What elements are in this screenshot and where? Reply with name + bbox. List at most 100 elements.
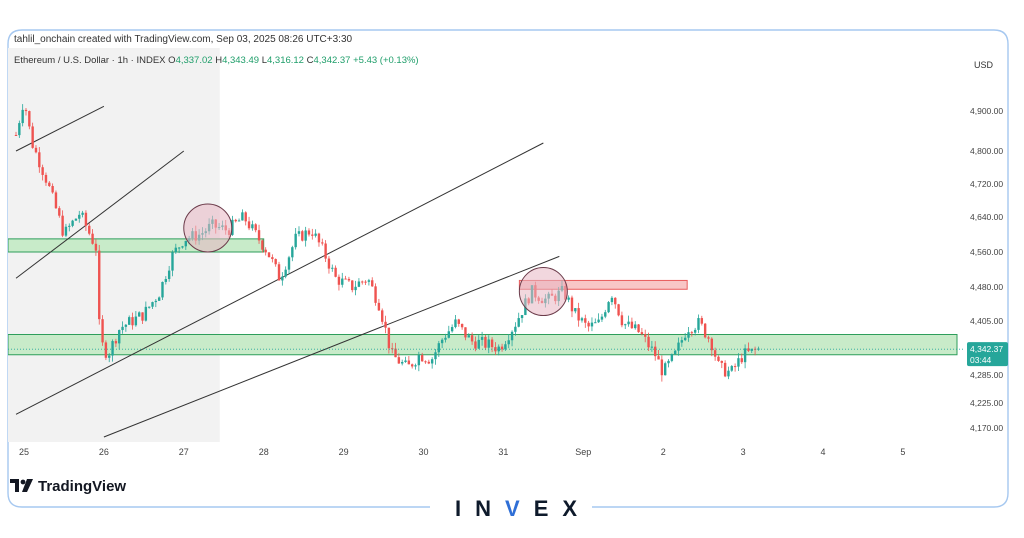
high-value: 4,343.49 <box>222 55 260 66</box>
candle-body <box>587 322 590 327</box>
time-axis[interactable]: 25 26 27 28 29 30 31 Sep 2 3 4 5 <box>19 447 905 457</box>
plot-area[interactable] <box>8 48 963 442</box>
candle-body <box>54 192 58 209</box>
candle-body <box>464 327 467 338</box>
candle-body <box>281 276 284 281</box>
candle-body <box>407 360 411 365</box>
y-tick-label: 4,225.00 <box>970 398 1003 408</box>
candle-body <box>747 348 750 351</box>
candle-body <box>108 355 111 358</box>
candle-body <box>121 326 124 331</box>
candle-body <box>634 324 637 329</box>
y-tick-label: 4,560.00 <box>970 247 1003 257</box>
candle-body <box>324 243 327 259</box>
candle-body <box>88 225 91 234</box>
candle-body <box>257 230 261 241</box>
y-tick-label: 4,720.00 <box>970 179 1003 189</box>
candle-body <box>434 352 437 360</box>
candle-body <box>74 218 78 221</box>
candle-body <box>287 257 291 270</box>
candle-body <box>277 264 281 281</box>
candle-body <box>317 233 321 243</box>
candle-body <box>51 185 54 193</box>
candle-body <box>740 358 743 363</box>
candle-body <box>291 247 294 258</box>
candle-body <box>713 350 717 357</box>
candle-body <box>394 348 397 358</box>
tradingview-logo[interactable]: TradingView <box>10 478 126 495</box>
highlight-circle-1 <box>183 203 233 253</box>
tradingview-logo-text: TradingView <box>38 478 127 495</box>
candle-body <box>430 359 434 364</box>
candle-body <box>610 297 614 303</box>
close-value: 4,342.37 <box>313 55 351 66</box>
candle-body <box>387 327 391 349</box>
candle-body <box>71 220 74 226</box>
candle-body <box>61 215 64 236</box>
candle-body <box>181 246 184 248</box>
candle-body <box>584 318 587 323</box>
x-tick-label: 5 <box>900 447 905 457</box>
candle-body <box>128 317 131 325</box>
countdown-label: 03:44 <box>970 355 992 365</box>
price-axis[interactable]: USD 4,900.00 4,800.00 4,720.00 4,640.00 4,560… <box>966 48 1008 442</box>
candle-body <box>567 297 570 300</box>
low-label: L <box>261 55 267 66</box>
candle-body <box>357 281 361 287</box>
candle-body <box>627 321 630 325</box>
candle-body <box>28 111 31 127</box>
candle-body <box>137 312 141 317</box>
candle-body <box>424 361 427 363</box>
candle-body <box>34 147 38 153</box>
candle-body <box>267 252 271 258</box>
candle-body <box>344 278 347 280</box>
candle-body <box>377 302 381 311</box>
candle-body <box>381 310 384 322</box>
candle-body <box>231 219 234 235</box>
candle-body <box>440 339 444 344</box>
candle-body <box>131 317 134 326</box>
candle-body <box>21 109 24 124</box>
candle-body <box>594 322 597 324</box>
change-value: +5.43 (+0.13%) <box>353 55 419 66</box>
candle-body <box>640 332 644 335</box>
candle-body <box>707 337 710 339</box>
candle-body <box>274 259 277 265</box>
symbol-name[interactable]: Ethereum / U.S. Dollar · 1h · INDEX <box>14 55 166 66</box>
candle-body <box>167 270 171 280</box>
candle-body <box>321 242 324 244</box>
candle-body <box>297 231 301 234</box>
candle-body <box>111 341 114 356</box>
candle-body <box>114 341 118 344</box>
candle-body <box>720 360 723 363</box>
candle-body <box>78 214 81 219</box>
candle-body <box>604 312 607 317</box>
candle-body <box>710 338 714 351</box>
candle-body <box>14 135 18 136</box>
x-tick-label: 30 <box>418 447 428 457</box>
candle-body <box>590 322 594 327</box>
candle-body <box>490 339 494 348</box>
candle-body <box>663 363 667 376</box>
candle-body <box>284 269 287 277</box>
candle-body <box>361 281 364 283</box>
channel-line-2 <box>15 150 185 279</box>
candle-body <box>151 302 154 307</box>
candle-body <box>737 358 740 367</box>
candle-body <box>404 360 407 362</box>
candle-body <box>68 225 71 227</box>
candle-body <box>101 319 104 343</box>
open-value: 4,337.02 <box>175 55 213 66</box>
candle-body <box>517 318 520 327</box>
candle-body <box>301 231 304 241</box>
candle-body <box>657 356 660 360</box>
candle-body <box>607 302 610 313</box>
candle-body <box>24 109 28 112</box>
channel-line-1 <box>15 105 105 152</box>
candle-body <box>410 364 414 367</box>
candle-body <box>391 348 394 350</box>
candle-body <box>241 212 244 221</box>
candle-body <box>494 347 497 352</box>
candle-body <box>414 365 417 367</box>
candle-body <box>677 342 680 351</box>
